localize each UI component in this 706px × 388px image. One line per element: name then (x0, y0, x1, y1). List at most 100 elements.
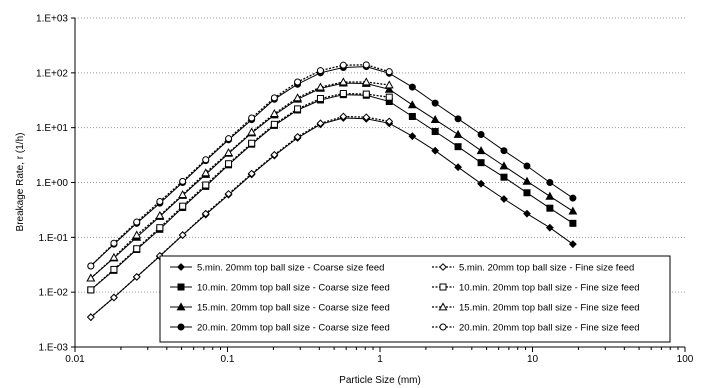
data-point (408, 132, 417, 141)
y-tick-label: 1.E-02 (39, 288, 69, 299)
series-6 (87, 89, 393, 294)
data-point (546, 179, 554, 186)
data-point (247, 127, 257, 136)
series-line (90, 82, 574, 279)
data-point (178, 231, 187, 239)
data-point (179, 202, 187, 210)
x-tick-label: 0.01 (65, 354, 85, 365)
legend-marker (438, 302, 448, 311)
series-line (90, 115, 390, 318)
data-point (225, 160, 233, 168)
data-point (385, 117, 394, 126)
data-point (385, 68, 393, 76)
data-point (110, 265, 118, 273)
series-7 (86, 77, 394, 282)
data-point (269, 109, 279, 118)
data-point (86, 313, 95, 322)
data-point (384, 84, 394, 93)
data-point (132, 230, 142, 239)
data-point (522, 176, 532, 185)
data-point (201, 209, 210, 218)
data-point (477, 179, 485, 188)
data-point (430, 115, 440, 124)
data-point (87, 286, 95, 294)
data-point (384, 80, 394, 89)
data-point (110, 239, 118, 247)
legend-marker (439, 283, 447, 291)
legend-marker (439, 263, 447, 271)
data-point (500, 173, 508, 181)
data-point (568, 206, 578, 215)
data-point (316, 82, 325, 91)
legend-label: 10.min. 20mm top ball size - Fine size f… (459, 283, 640, 294)
data-point (477, 131, 485, 139)
data-point (248, 114, 256, 122)
data-point (385, 93, 393, 101)
legend-entry: 20.min. 20mm top ball size - Fine size f… (432, 323, 640, 334)
data-point (500, 147, 508, 155)
legend-label: 5.min. 20mm top ball size - Fine size fe… (459, 263, 634, 274)
legend-label: 10.min. 20mm top ball size - Coarse size… (197, 283, 390, 294)
series-line (90, 92, 390, 291)
data-point (408, 83, 416, 91)
series-line (90, 94, 574, 291)
data-point (133, 218, 141, 226)
data-point (500, 195, 508, 203)
data-point (293, 132, 302, 141)
legend-entry: 15.min. 20mm top ball size - Fine size f… (432, 302, 640, 314)
data-point (316, 119, 325, 128)
data-point (178, 190, 188, 199)
x-axis-title: Particle Size (mm) (339, 375, 421, 386)
x-tick-label: 0.1 (221, 354, 235, 365)
data-point (523, 162, 531, 170)
data-point (201, 168, 211, 177)
data-point (293, 93, 303, 102)
legend-label: 20.min. 20mm top ball size - Fine size f… (459, 323, 640, 334)
data-point (431, 146, 440, 155)
data-point (407, 100, 417, 109)
legend-label: 20.min. 20mm top ball size - Coarse size… (197, 323, 390, 334)
data-point (454, 143, 462, 151)
data-point (361, 77, 371, 86)
data-point (339, 61, 347, 69)
data-point (523, 209, 531, 218)
data-point (155, 210, 165, 219)
data-point (362, 61, 370, 69)
legend: 5.min. 20mm top ball size - Coarse size … (159, 255, 671, 343)
legend-marker (439, 323, 447, 331)
legend-label: 15.min. 20mm top ball size - Fine size f… (459, 303, 640, 314)
legend-box (159, 255, 671, 343)
data-point (454, 115, 462, 123)
data-point (569, 219, 577, 227)
y-tick-label: 1.E-03 (39, 343, 69, 354)
data-point (156, 224, 164, 232)
data-point (362, 113, 371, 122)
data-point (568, 240, 577, 249)
data-point (224, 189, 233, 198)
data-point (338, 77, 348, 86)
tick-labels: 1.E-03 1.E-02 1.E-01 1.E+00 1.E+01 1.E+02 1.E+… (36, 14, 694, 366)
data-point (248, 139, 256, 147)
data-point (270, 120, 278, 128)
series-line (90, 64, 390, 267)
data-point (202, 156, 210, 164)
data-point (477, 159, 485, 167)
legend-entry: 5.min. 20mm top ball size - Coarse size … (170, 263, 384, 274)
data-point (156, 198, 164, 206)
data-point (316, 95, 324, 103)
data-point (545, 223, 554, 232)
data-point (453, 129, 463, 138)
series-group (86, 61, 578, 322)
data-point (270, 150, 279, 159)
data-point (133, 245, 141, 253)
series-line (90, 66, 574, 267)
data-point (569, 194, 577, 202)
data-point (270, 94, 278, 102)
data-point (87, 262, 95, 270)
data-point (431, 128, 439, 136)
x-tick-label: 100 (677, 354, 694, 365)
data-point (179, 177, 187, 185)
data-point (109, 252, 119, 261)
data-point (476, 146, 486, 155)
